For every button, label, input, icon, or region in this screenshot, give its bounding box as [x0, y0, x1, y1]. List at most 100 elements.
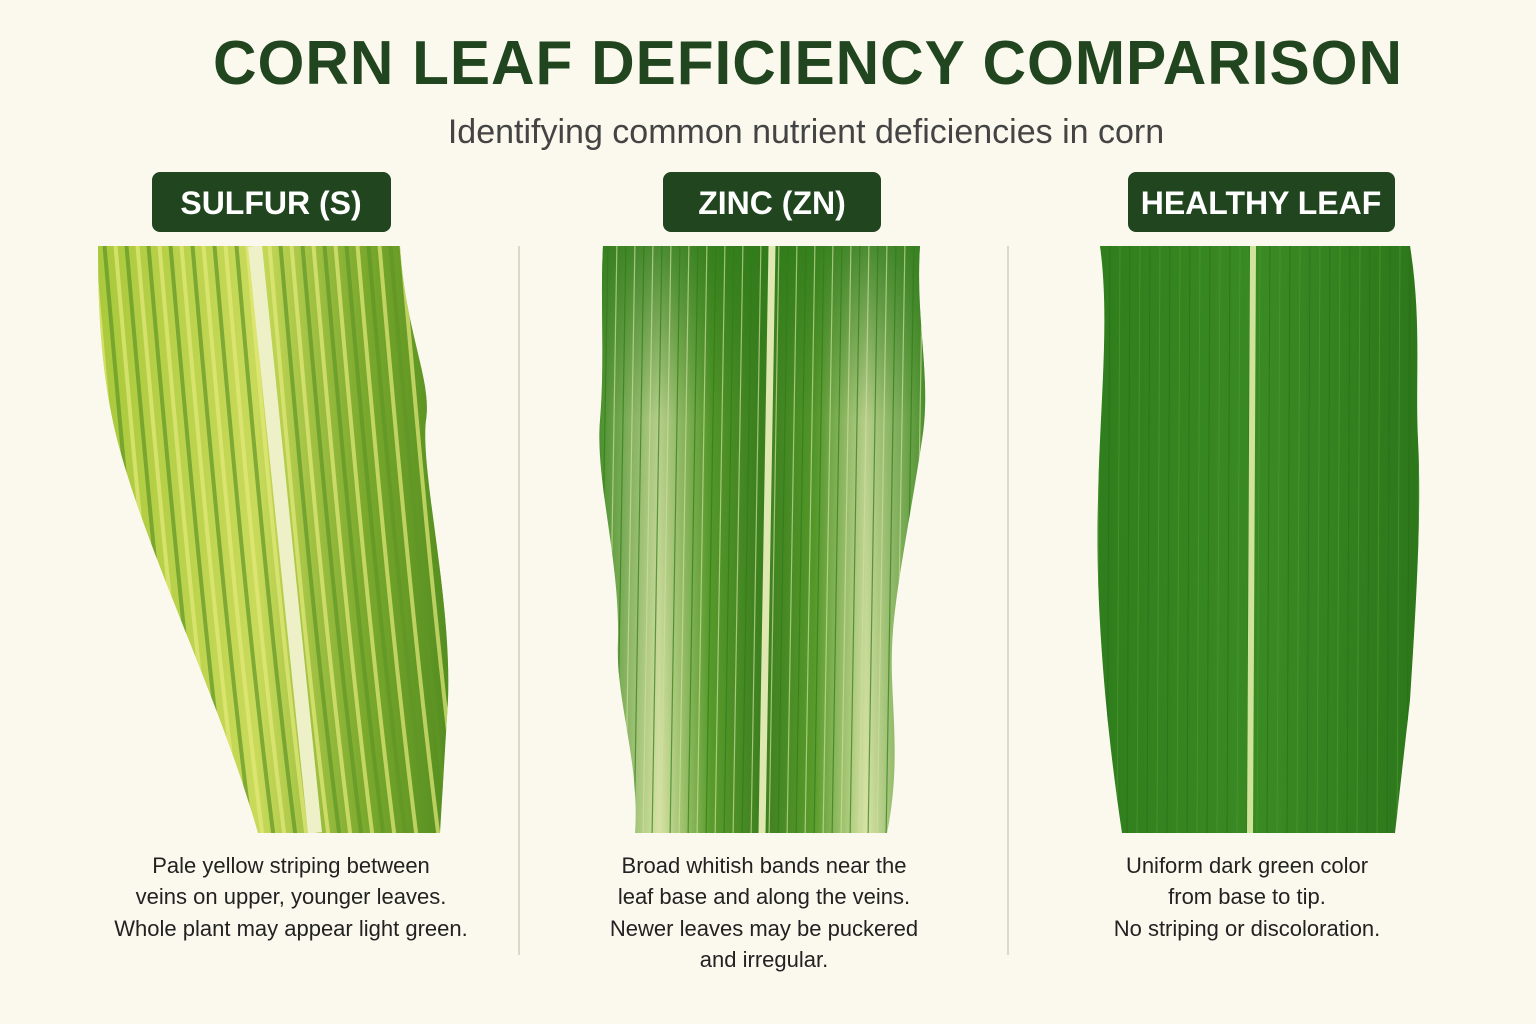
vein	[741, 246, 753, 833]
vein	[1286, 246, 1291, 833]
vein	[599, 246, 600, 833]
vein	[732, 246, 744, 833]
vein	[1206, 246, 1211, 833]
vein	[388, 246, 449, 833]
vein	[651, 246, 663, 833]
vein	[366, 246, 430, 833]
vein	[786, 246, 798, 833]
vein	[311, 246, 375, 833]
sulfur-leaf	[98, 246, 449, 833]
vein	[1356, 246, 1361, 833]
vein	[1346, 246, 1351, 833]
vein	[289, 246, 353, 833]
vein	[1306, 246, 1311, 833]
vein	[212, 246, 276, 833]
vein	[669, 246, 681, 833]
vein	[1256, 246, 1261, 833]
description-line: veins on upper, younger leaves.	[136, 884, 447, 909]
vein	[858, 246, 870, 833]
vein	[876, 246, 888, 833]
description-line: leaf base and along the veins.	[618, 884, 910, 909]
vein	[1156, 246, 1161, 833]
description-line: and irregular.	[700, 947, 828, 972]
panel-label: ZINC (ZN)	[698, 185, 846, 221]
midrib	[1247, 246, 1256, 833]
zinc-leaf	[580, 240, 926, 840]
vein	[399, 246, 449, 833]
vein	[1176, 246, 1181, 833]
title: CORN LEAF DEFICIENCY COMPARISON	[213, 29, 1403, 98]
vein	[795, 246, 807, 833]
descriptions: Pale yellow striping between veins on up…	[114, 853, 1380, 972]
midrib	[758, 246, 776, 833]
label-box	[1128, 172, 1395, 232]
vein	[822, 246, 834, 833]
vein	[267, 246, 331, 833]
description-line: from base to tip.	[1168, 884, 1326, 909]
vein	[1087, 240, 1090, 840]
vein	[234, 246, 298, 833]
vein	[921, 246, 926, 833]
panel-labels: SULFUR (S) ZINC (ZN) HEALTHY LEAF	[152, 172, 1395, 232]
vein	[1316, 246, 1321, 833]
vein	[750, 246, 762, 833]
vein	[1126, 246, 1131, 833]
vein	[867, 246, 879, 833]
description-line: Newer leaves may be puckered	[610, 916, 918, 941]
vein	[1296, 246, 1301, 833]
vein	[190, 246, 254, 833]
vein	[687, 246, 699, 833]
panel-label: SULFUR (S)	[180, 185, 361, 221]
label-box	[152, 172, 391, 232]
vein	[768, 246, 780, 833]
vein	[1136, 246, 1141, 833]
vein	[333, 246, 397, 833]
description-line: Pale yellow striping between	[152, 853, 430, 878]
panel-label: HEALTHY LEAF	[1141, 185, 1382, 221]
vein	[1386, 246, 1391, 833]
vein	[223, 246, 287, 833]
vein	[840, 246, 852, 833]
description-line: No striping or discoloration.	[1114, 916, 1381, 941]
vein	[278, 246, 342, 833]
vein	[300, 246, 364, 833]
vein	[1166, 246, 1171, 833]
vein	[1336, 246, 1341, 833]
vein	[245, 246, 309, 833]
vein	[714, 246, 726, 833]
vein	[777, 246, 789, 833]
vein	[1376, 246, 1381, 833]
vein	[633, 246, 645, 833]
vein	[1216, 246, 1221, 833]
description-line: Uniform dark green color	[1126, 853, 1368, 878]
description-line: Whole plant may appear light green.	[114, 916, 467, 941]
healthy-leaf	[1087, 240, 1430, 840]
vein	[322, 246, 386, 833]
vein	[642, 246, 654, 833]
vein	[804, 246, 816, 833]
vein	[885, 246, 897, 833]
vein	[660, 246, 672, 833]
vein	[201, 246, 265, 833]
vein	[1226, 246, 1231, 833]
vein	[1186, 246, 1191, 833]
vein	[1146, 246, 1151, 833]
vein	[1366, 246, 1371, 833]
vein	[849, 246, 861, 833]
vein	[580, 240, 590, 840]
vein	[696, 246, 708, 833]
vein	[705, 246, 717, 833]
vein	[1326, 246, 1331, 833]
midrib	[248, 246, 322, 833]
vein	[1116, 246, 1121, 833]
vein	[831, 246, 843, 833]
label-box	[663, 172, 881, 232]
vein	[1266, 246, 1271, 833]
vein	[344, 246, 408, 833]
vein	[1236, 246, 1241, 833]
subtitle: Identifying common nutrient deficiencies…	[448, 113, 1164, 151]
vein	[1427, 240, 1430, 840]
vein	[1276, 246, 1281, 833]
description-line: Broad whitish bands near the	[622, 853, 907, 878]
